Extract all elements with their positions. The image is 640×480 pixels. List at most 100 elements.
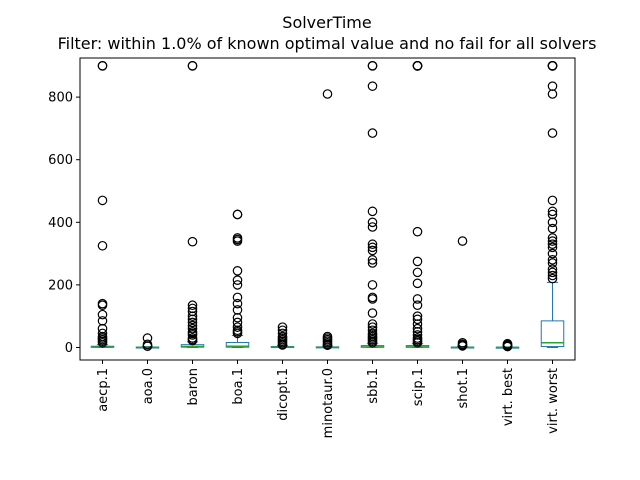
outlier-point bbox=[187, 61, 198, 71]
x-tick-label: shot.1 bbox=[456, 368, 471, 408]
outlier-point bbox=[187, 236, 198, 247]
plot-area: 0 200 400 600 800 aecp.1 aoa.0 baron boa.1 dicopt… bbox=[48, 61, 565, 438]
x-tick-label: scip.1 bbox=[411, 368, 426, 406]
outlier-point bbox=[367, 245, 378, 256]
outlier-point bbox=[412, 314, 423, 325]
outlier-point bbox=[412, 226, 423, 237]
outlier-point bbox=[187, 311, 198, 321]
outlier-point bbox=[547, 248, 558, 259]
outlier-point bbox=[547, 242, 558, 253]
outlier-point bbox=[187, 300, 198, 311]
x-tick-label: sbb.1 bbox=[366, 368, 381, 404]
outlier-point bbox=[367, 239, 378, 250]
outlier-point bbox=[97, 61, 108, 71]
outlier-point bbox=[412, 300, 423, 311]
outlier-point bbox=[412, 323, 423, 334]
outlier-point bbox=[547, 195, 558, 206]
chart-subtitle: Filter: within 1.0% of known optimal val… bbox=[58, 34, 597, 53]
outlier-point bbox=[367, 61, 378, 71]
outlier-point bbox=[232, 236, 243, 246]
outlier-point bbox=[187, 335, 198, 346]
x-tick-label: aoa.0 bbox=[141, 368, 156, 404]
outlier-point bbox=[97, 240, 108, 251]
outlier-point bbox=[412, 337, 423, 348]
outlier-point bbox=[367, 280, 378, 290]
box-iqr bbox=[225, 341, 250, 348]
outlier-point bbox=[187, 323, 198, 334]
outlier-point bbox=[187, 330, 198, 340]
outlier-point bbox=[232, 298, 243, 309]
outlier-point bbox=[97, 316, 108, 326]
outlier-point bbox=[367, 242, 378, 253]
outlier-point bbox=[97, 337, 108, 348]
chart-title: SolverTime bbox=[282, 13, 371, 32]
outlier-point bbox=[547, 236, 558, 246]
outlier-point bbox=[502, 341, 513, 352]
outlier-point bbox=[412, 61, 423, 71]
outlier-point bbox=[367, 255, 378, 265]
outlier-point bbox=[232, 328, 243, 339]
outlier-point bbox=[412, 278, 423, 289]
outlier-point bbox=[547, 89, 558, 99]
outlier-point bbox=[412, 256, 423, 267]
outlier-point bbox=[457, 341, 468, 351]
outlier-point bbox=[97, 195, 108, 206]
outlier-point bbox=[367, 222, 378, 232]
outlier-point bbox=[547, 270, 558, 281]
outlier-point bbox=[412, 294, 423, 304]
outlier-point bbox=[232, 266, 243, 276]
outlier-point bbox=[187, 314, 198, 325]
x-tick-label: aecp.1 bbox=[96, 368, 111, 412]
outlier-point bbox=[322, 340, 333, 351]
outlier-point bbox=[547, 255, 558, 265]
outlier-point bbox=[367, 294, 378, 304]
outlier-point bbox=[547, 233, 558, 243]
outlier-point bbox=[367, 308, 378, 318]
outlier-point bbox=[547, 258, 558, 268]
box-iqr bbox=[540, 320, 565, 348]
outlier-point bbox=[97, 309, 108, 320]
y-tick-label: 200 bbox=[48, 278, 73, 293]
outlier-point bbox=[232, 305, 243, 315]
outlier-point bbox=[232, 209, 243, 220]
outlier-point bbox=[367, 258, 378, 268]
outlier-point bbox=[232, 322, 243, 332]
outlier-point bbox=[232, 275, 243, 285]
outlier-point bbox=[97, 300, 108, 311]
outlier-point bbox=[547, 239, 558, 250]
x-tick-label: baron bbox=[186, 368, 201, 405]
outlier-point bbox=[547, 217, 558, 228]
x-tick-label: boa.1 bbox=[231, 368, 246, 405]
outlier-point bbox=[232, 312, 243, 323]
outlier-point bbox=[277, 322, 288, 332]
axes-frame bbox=[79, 57, 576, 361]
outlier-point bbox=[547, 206, 558, 217]
x-tick-label: dicopt.1 bbox=[276, 368, 291, 421]
outlier-point bbox=[322, 89, 333, 99]
outlier-point bbox=[547, 267, 558, 278]
outlier-point bbox=[142, 341, 153, 352]
x-tick-label: virt. best bbox=[501, 368, 516, 426]
outlier-point bbox=[367, 337, 378, 348]
y-tick-label: 400 bbox=[48, 216, 73, 231]
outlier-point bbox=[367, 319, 378, 329]
outlier-point bbox=[187, 317, 198, 328]
y-tick-label: 600 bbox=[48, 153, 73, 168]
outlier-point bbox=[367, 128, 378, 138]
x-tick-label: minotaur.0 bbox=[321, 368, 336, 438]
outlier-point bbox=[547, 273, 558, 284]
outlier-point bbox=[232, 280, 243, 290]
outlier-point bbox=[547, 264, 558, 275]
outlier-point bbox=[547, 223, 558, 234]
outlier-point bbox=[367, 81, 378, 91]
y-tick-label: 0 bbox=[65, 341, 73, 356]
x-tick-label: virt. worst bbox=[546, 368, 561, 434]
outlier-point bbox=[547, 81, 558, 91]
outlier-point bbox=[367, 206, 378, 217]
outlier-point bbox=[277, 340, 288, 350]
outlier-point bbox=[547, 61, 558, 71]
outlier-point bbox=[412, 267, 423, 278]
outlier-point bbox=[457, 236, 468, 246]
outlier-point bbox=[232, 292, 243, 303]
